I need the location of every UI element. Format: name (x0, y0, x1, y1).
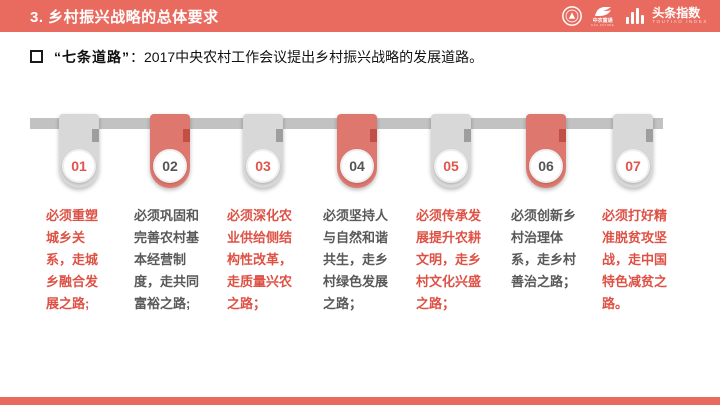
timeline-tab-06: 06 (526, 114, 566, 188)
step-badge: 07 (616, 149, 650, 183)
bullet-rest: ：2017中央农村工作会议提出乡村振兴战略的发展道路。 (130, 49, 484, 65)
step-number: 05 (443, 158, 459, 174)
futong-logo-icon (594, 6, 611, 16)
step-badge: 01 (62, 149, 96, 183)
slide-header: 3. 乡村振兴战略的总体要求 中农富通 CAU FUTURE 头条指数 TOUT… (0, 0, 720, 32)
step-badge: 03 (246, 149, 280, 183)
ribbon-fold (92, 129, 99, 142)
bar-chart-icon (626, 8, 645, 24)
step-badge: 04 (340, 149, 374, 183)
toutiao-logo-subtext: TOUTIAO INDEX (652, 19, 708, 25)
step-badge: 06 (529, 149, 563, 183)
step-text-03: 必须深化农业供给侧结构性改革，走质量兴农之路； (227, 208, 293, 311)
step-number: 01 (71, 158, 87, 174)
page-title: 3. 乡村振兴战略的总体要求 (30, 8, 219, 26)
step-badge: 05 (434, 149, 468, 183)
step-text-05: 必须传承发展提升农耕文明，走乡村文化兴盛之路； (416, 208, 482, 311)
step-text-06: 必须创新乡村治理体系，走乡村善治之路； (511, 208, 577, 289)
futong-logo: 中农富通 CAU FUTURE (591, 6, 614, 27)
toutiao-logo-text: 头条指数 (652, 5, 701, 20)
bullet-row: “七条道路”：2017中央农村工作会议提出乡村振兴战略的发展道路。 (30, 47, 483, 67)
ribbon-fold (646, 129, 653, 142)
bullet-text: “七条道路”：2017中央农村工作会议提出乡村振兴战略的发展道路。 (54, 47, 483, 67)
timeline-tab-04: 04 (337, 114, 377, 188)
step-number: 03 (255, 158, 271, 174)
step-badge: 02 (153, 149, 187, 183)
bullet-lead: “七条道路” (54, 49, 130, 65)
futong-logo-subtext: CAU FUTURE (590, 22, 615, 27)
step-number: 04 (349, 158, 365, 174)
toutiao-logo: 头条指数 TOUTIAO INDEX (652, 5, 708, 25)
step-number: 06 (538, 158, 554, 174)
step-number: 02 (162, 158, 178, 174)
ribbon-fold (370, 129, 377, 142)
timeline-tab-01: 01 (59, 114, 99, 188)
step-text-04: 必须坚持人与自然和谐共生，走乡村绿色发展之路； (323, 208, 389, 311)
futong-logo-text: 中农富通 (592, 17, 613, 24)
step-number: 07 (625, 158, 641, 174)
timeline-tab-03: 03 (243, 114, 283, 188)
university-seal-icon (562, 6, 582, 26)
footer-bar (0, 397, 720, 405)
step-text-02: 必须巩固和完善农村基本经营制度，走共同富裕之路; (134, 208, 200, 311)
ribbon-fold (276, 129, 283, 142)
header-logos: 中农富通 CAU FUTURE 头条指数 TOUTIAO INDEX (561, 5, 720, 27)
timeline-tab-02: 02 (150, 114, 190, 188)
ribbon-fold (559, 129, 566, 142)
timeline-tab-07: 07 (613, 114, 653, 188)
step-text-01: 必须重塑城乡关系，走城乡融合发展之路; (46, 208, 99, 311)
step-text-07: 必须打好精准脱贫攻坚战，走中国特色减贫之路。 (602, 208, 668, 311)
ribbon-fold (464, 129, 471, 142)
timeline-tab-05: 05 (431, 114, 471, 188)
square-bullet-icon (30, 50, 43, 63)
ribbon-fold (183, 129, 190, 142)
